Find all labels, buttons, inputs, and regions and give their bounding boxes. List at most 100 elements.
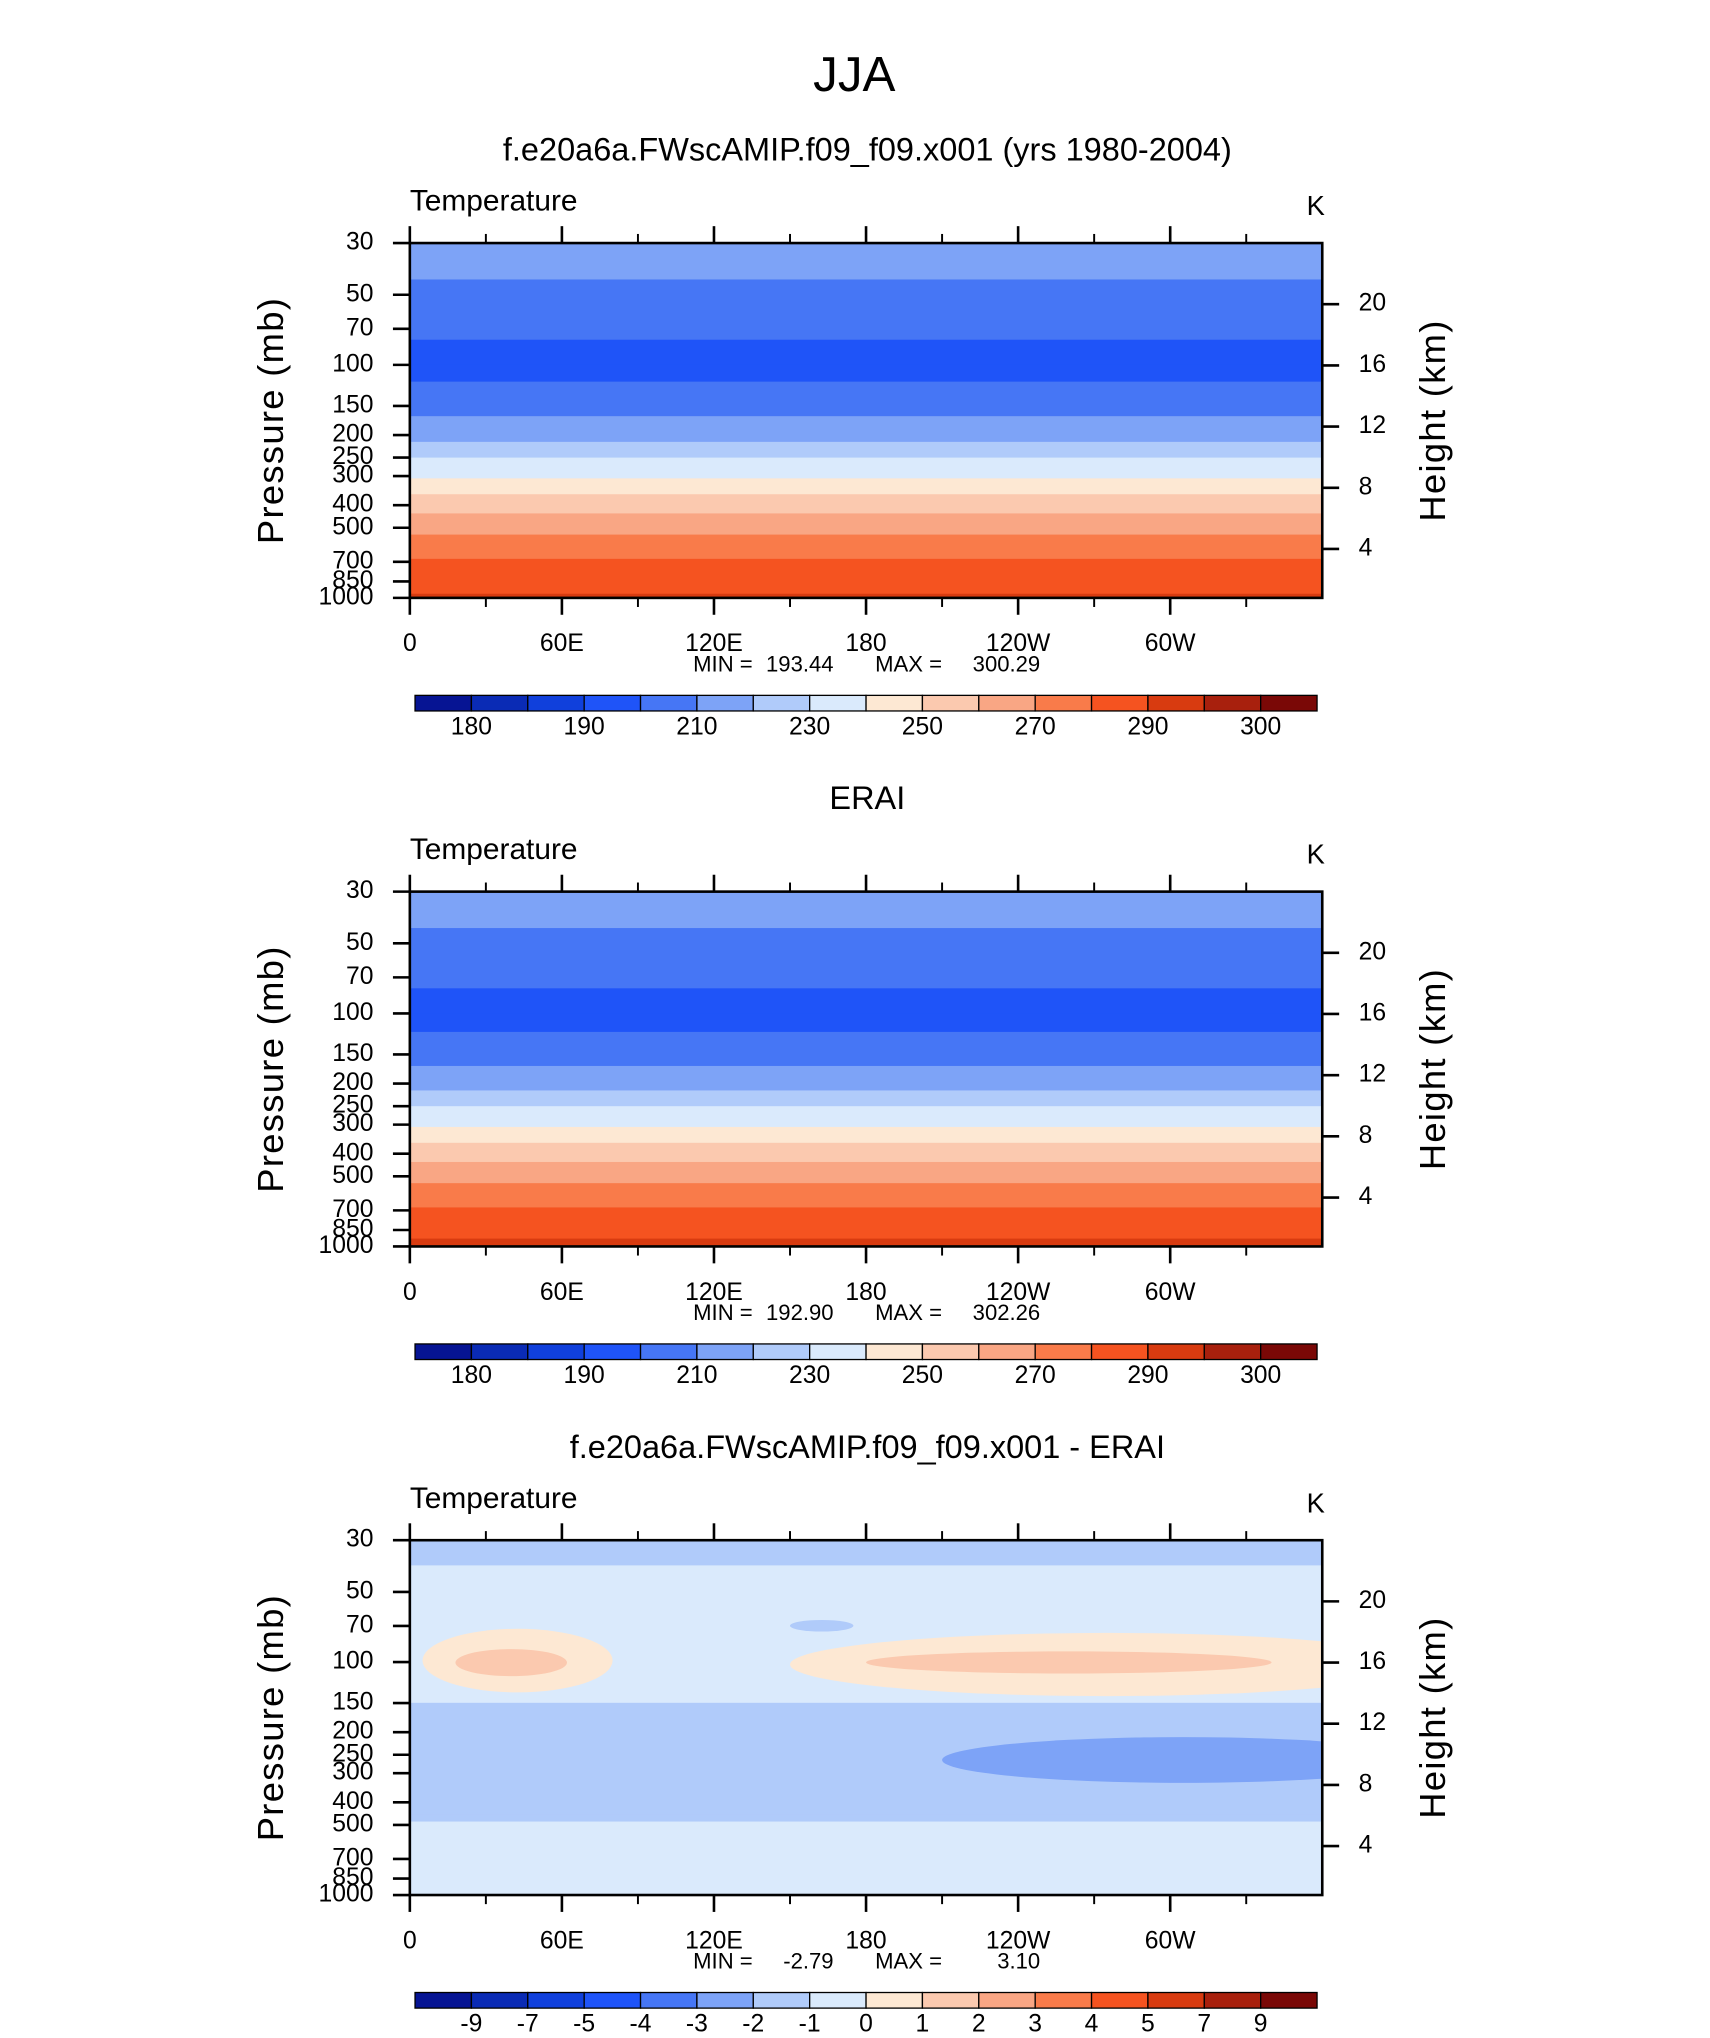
colorbar-label: 300	[1240, 1362, 1281, 1389]
colorbar-box	[921, 694, 980, 712]
colorbar-label: -7	[517, 2011, 539, 2038]
y2-tick-label: 8	[1359, 473, 1373, 500]
variable-name: Temperature	[410, 185, 578, 218]
colorbar-box	[865, 1343, 924, 1361]
y-axis-label: Pressure (mb)	[250, 297, 291, 544]
colorbar-box	[865, 694, 924, 712]
y-tick-label: 150	[332, 391, 373, 418]
colorbar-label: 5	[1141, 2011, 1155, 2038]
y-tick-label: 500	[332, 1810, 373, 1837]
colorbar-label: 230	[789, 1362, 830, 1389]
contour-band	[409, 1696, 1323, 1704]
colorbar-label: 210	[676, 713, 717, 740]
stat-name: MIN =	[693, 651, 752, 676]
contour-band	[409, 1230, 1323, 1240]
contour-band	[409, 1090, 1323, 1107]
colorbar-box	[583, 694, 642, 712]
contour-band	[409, 1207, 1323, 1232]
contour-band	[409, 1065, 1323, 1092]
x-tick-label: 120W	[986, 1927, 1051, 1954]
colorbar-label: -1	[799, 2011, 821, 2038]
stat-name: MIN =	[693, 1948, 752, 1973]
y-tick-label: 700	[332, 1844, 373, 1871]
colorbar-box	[696, 1991, 754, 2009]
y2-tick-label: 4	[1359, 534, 1373, 561]
x-tick-label: 180	[845, 1279, 886, 1306]
y2-tick-label: 12	[1359, 1709, 1386, 1736]
colorbar-label: -9	[460, 2011, 482, 2038]
panel-title: ERAI	[829, 780, 905, 816]
contour-band	[409, 1565, 1323, 1571]
x-tick-label: 120W	[986, 1279, 1051, 1306]
contour-band	[409, 1183, 1323, 1209]
stat-value: 192.90	[766, 1300, 834, 1325]
colorbar-box	[1090, 694, 1149, 712]
colorbar-label: 9	[1254, 2011, 1268, 2038]
y-tick-label: 400	[332, 491, 373, 518]
y-axis-label: Pressure (mb)	[250, 1594, 291, 1841]
y-tick-label: 500	[332, 1162, 373, 1189]
y2-tick-label: 12	[1359, 412, 1386, 439]
y2-tick-label: 16	[1359, 999, 1386, 1026]
x-tick-label: 60E	[540, 1279, 584, 1306]
colorbar-box	[527, 694, 585, 712]
colorbar-label: 270	[1015, 713, 1056, 740]
colorbar-label: 210	[676, 1362, 717, 1389]
contour-band	[409, 1031, 1323, 1067]
colorbar-box	[1260, 694, 1318, 712]
y-tick-label: 250	[332, 1740, 373, 1767]
anomaly	[790, 1619, 854, 1632]
colorbar-box	[639, 694, 698, 712]
x-tick-label: 0	[403, 1279, 417, 1306]
colorbar-label: 3	[1028, 2011, 1042, 2038]
contour-band	[409, 891, 1323, 929]
figure-title: JJA	[813, 47, 895, 102]
colorbar-box	[1147, 694, 1205, 712]
contour-band	[409, 1106, 1323, 1128]
contour-band	[409, 1814, 1323, 1823]
contour-band	[409, 1161, 1323, 1184]
colorbar-box	[470, 1991, 529, 2009]
stat-value: -2.79	[783, 1948, 833, 1973]
y-tick-label: 200	[332, 421, 373, 448]
colorbar-box	[1260, 1343, 1318, 1361]
contour-band	[409, 1821, 1323, 1830]
contour-band	[409, 582, 1323, 595]
y-tick-label: 50	[346, 280, 373, 307]
anomaly	[455, 1649, 567, 1677]
y-tick-label: 30	[346, 229, 373, 256]
y-tick-label: 850	[332, 567, 373, 594]
colorbar-label: 180	[451, 1362, 492, 1389]
y2-axis-label: Height (km)	[1412, 1616, 1453, 1818]
colorbar-box	[809, 1991, 867, 2009]
colorbar-box	[1260, 1991, 1318, 2009]
field	[409, 1540, 1323, 1896]
panel: f.e20a6a.FWscAMIP.f09_f09.x001 - ERAI Tem…	[250, 1429, 1453, 2038]
x-tick-label: 60E	[540, 1927, 584, 1954]
stat-name: MAX =	[875, 1300, 942, 1325]
variable-name: Temperature	[410, 1482, 578, 1515]
y-tick-label: 700	[332, 1196, 373, 1223]
y-axis-label: Pressure (mb)	[250, 945, 291, 1192]
colorbar-label: -2	[742, 2011, 764, 2038]
y-tick-label: 1000	[319, 1881, 374, 1908]
y2-tick-label: 20	[1359, 938, 1386, 965]
colorbar-box	[809, 1343, 867, 1361]
x-tick-label: 120E	[685, 1927, 743, 1954]
colorbar-box	[414, 694, 473, 712]
contour-band	[409, 1828, 1323, 1896]
y2-tick-label: 16	[1359, 351, 1386, 378]
colorbar-box	[1203, 1343, 1262, 1361]
y2-axis-label: Height (km)	[1412, 968, 1453, 1170]
x-tick-label: 60E	[540, 630, 584, 657]
stat-value: 193.44	[766, 651, 834, 676]
y-tick-label: 400	[332, 1139, 373, 1166]
colorbar-label: 230	[789, 713, 830, 740]
colorbar-label: 290	[1127, 1362, 1168, 1389]
x-tick-label: 120E	[685, 630, 743, 657]
contour-band	[409, 558, 1323, 583]
y2-tick-label: 20	[1359, 290, 1386, 317]
colorbar-label: 180	[451, 713, 492, 740]
y-tick-label: 150	[332, 1040, 373, 1067]
colorbar-box	[978, 1343, 1036, 1361]
